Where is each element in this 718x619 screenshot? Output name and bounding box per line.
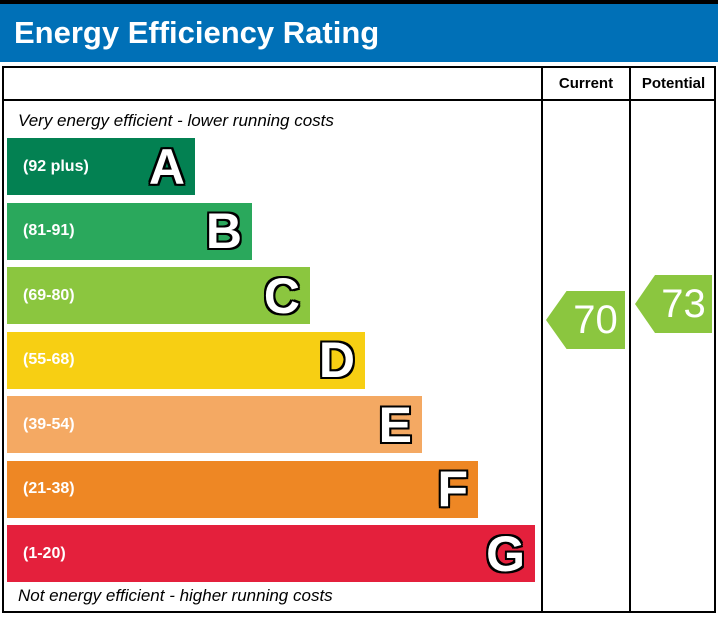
potential-rating-arrow: 73 <box>635 275 712 333</box>
title-bar: Energy Efficiency Rating <box>0 4 718 62</box>
band-letter: F <box>437 461 468 517</box>
band-letter: E <box>378 396 412 453</box>
bottom-note: Not energy efficient - higher running co… <box>18 586 333 605</box>
band-row-E: (39-54) E <box>7 396 422 453</box>
current-column-divider <box>541 66 543 613</box>
band-letter: A <box>148 138 185 195</box>
potential-rating-value: 73 <box>661 282 706 326</box>
band-range-label: (39-54) <box>23 415 75 433</box>
band-letter: C <box>263 267 300 324</box>
band-range-label: (69-80) <box>23 286 75 304</box>
band-letter: G <box>486 525 525 582</box>
current-column-header: Current <box>558 74 614 92</box>
band-range-label: (21-38) <box>23 480 75 497</box>
band-row-A: (92 plus) A <box>7 138 195 195</box>
potential-column-header: Potential <box>641 74 706 92</box>
top-note: Very energy efficient - lower running co… <box>18 111 334 130</box>
band-letter: D <box>318 332 355 388</box>
band-row-D: (55-68) D <box>7 331 365 389</box>
top-border-line <box>0 0 718 4</box>
band-row-F: (21-38) F <box>7 460 478 518</box>
band-row-C: (69-80) C <box>7 267 310 324</box>
band-row-G: (1-20) G <box>7 525 535 582</box>
band-letter: B <box>205 203 242 259</box>
rating-bands: (92 plus) A (81-91) B (69-80) C (55-68) … <box>7 138 541 582</box>
band-range-label: (1-20) <box>23 544 66 562</box>
potential-column-divider <box>629 66 631 613</box>
page-title: Energy Efficiency Rating <box>14 15 380 50</box>
band-range-label: (55-68) <box>23 351 75 368</box>
band-range-label: (92 plus) <box>23 157 89 175</box>
header-row-divider <box>2 99 716 101</box>
band-row-B: (81-91) B <box>7 202 252 260</box>
band-range-label: (81-91) <box>23 222 75 239</box>
current-rating-value: 70 <box>573 298 618 342</box>
